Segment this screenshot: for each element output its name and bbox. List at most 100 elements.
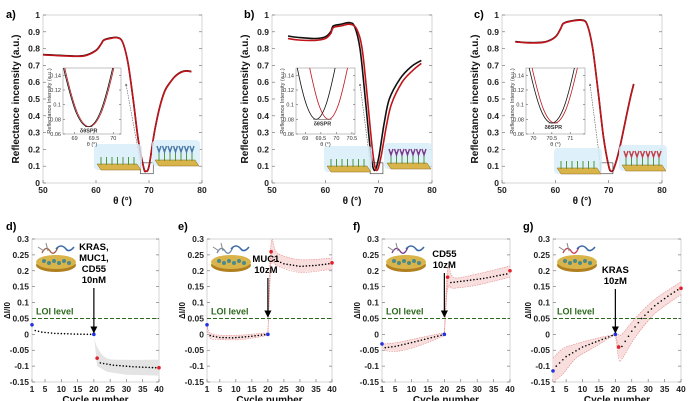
x-axis-label: Cycle number bbox=[584, 395, 650, 401]
surface-molecule bbox=[578, 261, 582, 265]
trend-dot bbox=[148, 366, 151, 369]
y-tick-label: 0.5 bbox=[257, 94, 269, 104]
gold-substrate bbox=[154, 159, 200, 167]
band-upper-edge bbox=[552, 334, 616, 359]
y-tick-label: 0.2 bbox=[538, 266, 550, 276]
trend-dot bbox=[260, 334, 263, 336]
y-tick-label: 0.3 bbox=[538, 234, 550, 244]
sensor-illustration bbox=[211, 242, 251, 272]
y-tick-label: 0.15 bbox=[12, 282, 29, 292]
trend-dot bbox=[400, 344, 403, 346]
band-lower-edge bbox=[615, 294, 682, 362]
trend-dot bbox=[47, 331, 50, 334]
trend-dot bbox=[80, 333, 82, 335]
x-tick-label: 35 bbox=[138, 384, 148, 394]
target-molecule bbox=[645, 150, 651, 160]
y-axis-label: Reflectance incensity (a.u.) bbox=[240, 35, 251, 164]
trend-dot bbox=[565, 355, 567, 358]
band-upper-edge bbox=[615, 281, 682, 336]
inset-chart: 69 69.5 70 70.5 0.06 0.08 0.1 0.12 0.14 δθSPR θ (°… bbox=[280, 67, 357, 148]
y-axis-label: Reflectance incensity (a.u.) bbox=[11, 35, 22, 164]
x-tick-label: 30 bbox=[122, 384, 132, 394]
panel-label: e) bbox=[178, 221, 188, 233]
response-point bbox=[157, 365, 161, 370]
x-tick-label: 70 bbox=[333, 136, 339, 142]
trend-dot bbox=[634, 326, 636, 328]
annotation-text: KRAS bbox=[602, 265, 629, 276]
annotation-text: 10zM bbox=[433, 260, 456, 271]
band-upper-edge bbox=[206, 324, 269, 336]
trend-dot bbox=[63, 332, 66, 335]
y-tick-label: 0.7 bbox=[487, 60, 499, 70]
trend-dot bbox=[289, 264, 292, 266]
target-molecule bbox=[156, 145, 162, 155]
x-axis-label: Cycle number bbox=[236, 395, 302, 401]
surface-molecule bbox=[67, 261, 71, 265]
y-tick-label: 0.1 bbox=[257, 161, 269, 171]
y-tick-label: 0.9 bbox=[28, 27, 40, 37]
y-tick-label: 0.15 bbox=[362, 282, 379, 292]
y-tick-label: 0.06 bbox=[513, 132, 524, 138]
target-molecule bbox=[167, 145, 173, 155]
trend-dot bbox=[151, 366, 154, 369]
surface-molecule bbox=[227, 259, 231, 263]
y-axis-label: Reflectance incensity (a.u.) bbox=[470, 35, 481, 164]
annotation-text: MUC1, bbox=[79, 253, 109, 264]
trend-dot bbox=[663, 297, 666, 300]
trend-dot bbox=[34, 329, 37, 332]
response-point bbox=[679, 286, 683, 291]
surface-molecule bbox=[568, 261, 572, 265]
target-molecule bbox=[415, 148, 422, 158]
trend-dot bbox=[558, 362, 561, 364]
y-tick-label: 0.6 bbox=[28, 77, 40, 87]
y-tick-label: 0 bbox=[545, 329, 550, 339]
surface-molecule bbox=[47, 261, 51, 265]
trend-dot bbox=[670, 293, 672, 295]
trend-dot bbox=[286, 263, 288, 266]
analyte-strand bbox=[216, 246, 234, 254]
trend-dot bbox=[585, 344, 587, 347]
trend-dot bbox=[244, 336, 247, 338]
band-upper-edge bbox=[381, 332, 445, 345]
x-tick-label: 15 bbox=[73, 384, 83, 394]
trend-dot bbox=[414, 340, 416, 343]
trend-dot bbox=[115, 364, 118, 367]
x-tick-label: 5 bbox=[393, 384, 398, 394]
trend-dot bbox=[241, 336, 244, 338]
bound-sensor-illustration bbox=[152, 140, 200, 167]
y-tick-label: 0.25 bbox=[187, 250, 204, 260]
y-tick-label: -0.05 bbox=[531, 345, 551, 355]
x-tick-label: 50 bbox=[497, 185, 507, 195]
x-tick-label: 5 bbox=[564, 384, 569, 394]
y-tick-label: -0.05 bbox=[185, 345, 205, 355]
jump-line bbox=[267, 251, 272, 335]
y-tick-label: 0.2 bbox=[257, 144, 269, 154]
trend-dot bbox=[73, 333, 76, 335]
y-tick-label: 0.15 bbox=[533, 282, 550, 292]
bare-sensor-illustration bbox=[324, 146, 372, 173]
sensor-illustration bbox=[557, 242, 597, 272]
trend-dot bbox=[86, 333, 89, 336]
x-axis-label: θ (°) bbox=[573, 196, 592, 207]
y-tick-label: 0.05 bbox=[187, 313, 204, 323]
trend-dot bbox=[630, 330, 633, 332]
trend-dot bbox=[215, 336, 218, 338]
y-tick-label: 1 bbox=[264, 10, 269, 20]
x-axis-label: θ (°) bbox=[113, 196, 132, 207]
y-tick-label: 0.7 bbox=[28, 60, 40, 70]
y-tick-label: 0.3 bbox=[257, 128, 269, 138]
chart-panel-a: a) 50 60 70 80 0 0.1 0.2 0.3 0.4 0.5 0.6 0.7 0.8 0.9 1 θ… bbox=[6, 9, 207, 207]
trend-dot bbox=[420, 339, 423, 341]
x-tick-label: 35 bbox=[311, 384, 321, 394]
response-point bbox=[330, 261, 334, 265]
trend-dot bbox=[417, 340, 419, 342]
x-tick-label: 25 bbox=[627, 384, 637, 394]
trend-dot bbox=[611, 334, 613, 337]
chart-panel-e: e) 1 5 10 15 20 25 30 35 40 -0.15 -0.1 -0.05 0 0.05 0.1… bbox=[178, 221, 337, 401]
surface-molecule bbox=[232, 261, 236, 265]
target-molecule bbox=[639, 150, 646, 160]
trend-dot bbox=[145, 366, 147, 369]
spr-curve-after bbox=[42, 36, 192, 173]
y-tick-label: 0.5 bbox=[28, 94, 40, 104]
x-tick-label: 71 bbox=[567, 136, 573, 142]
